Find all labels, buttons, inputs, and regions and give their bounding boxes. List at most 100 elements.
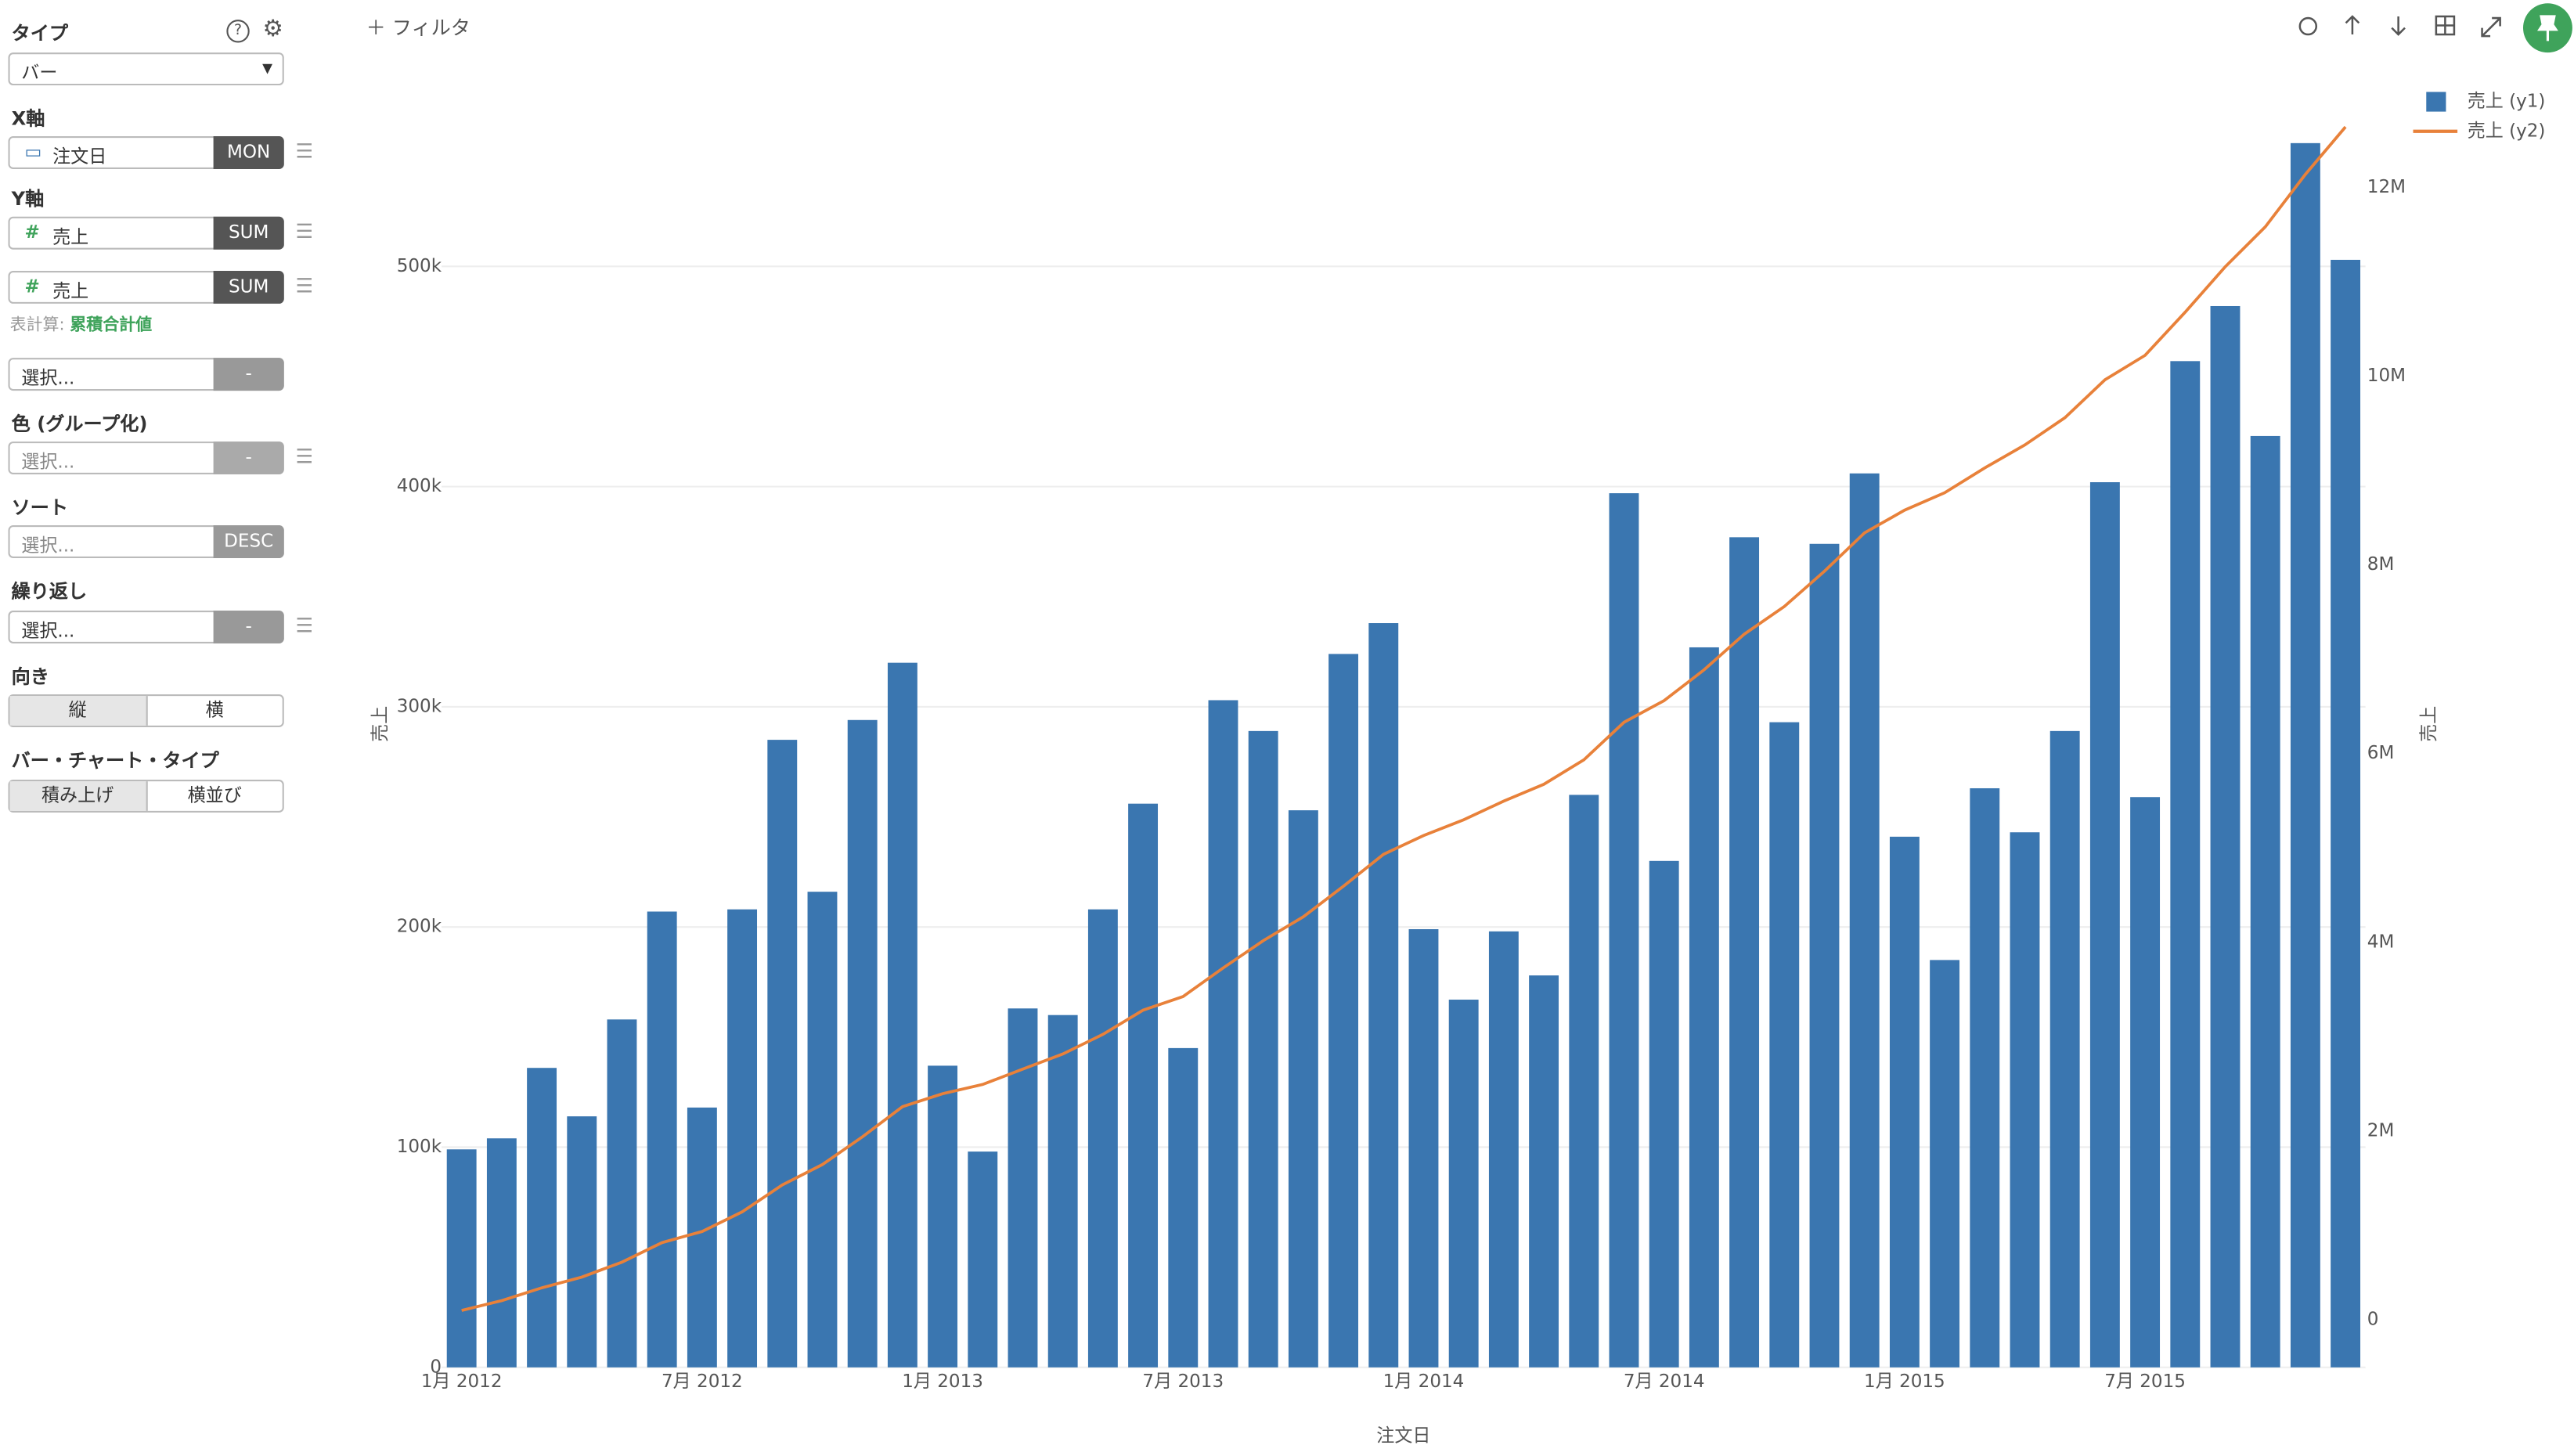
bar — [847, 719, 878, 1368]
y2-tick-label: 2M — [2367, 1120, 2395, 1141]
settings-icon[interactable]: ⚙ — [262, 16, 283, 43]
filter-button[interactable]: ＋ フィルタ — [366, 16, 470, 40]
y2-tick-label: 6M — [2367, 743, 2395, 763]
y-axis-title: 売上 — [370, 706, 391, 742]
y-tick-label: 400k — [397, 476, 442, 496]
x-tick-label: 7月 2014 — [1624, 1371, 1705, 1392]
upload-icon[interactable] — [2345, 15, 2360, 35]
x-tick-label: 7月 2015 — [2104, 1371, 2186, 1392]
orient-toggle: 縦横 — [8, 694, 284, 727]
number-icon: # — [24, 276, 40, 297]
y1-field-name: 売上 — [52, 226, 89, 248]
bar — [2049, 730, 2080, 1368]
bar — [1208, 700, 1238, 1368]
bar — [1368, 623, 1399, 1368]
bar — [567, 1116, 597, 1368]
x-tick-label: 1月 2015 — [1864, 1371, 1945, 1392]
bar — [1729, 537, 1760, 1368]
x-tick-label: 1月 2014 — [1383, 1371, 1465, 1392]
bar — [1328, 654, 1359, 1368]
bar — [486, 1138, 517, 1368]
repeat-select[interactable]: 選択... - — [8, 611, 284, 644]
bartype-side[interactable]: 横並び — [187, 784, 242, 806]
extra-agg[interactable]: - — [213, 358, 284, 391]
bar — [1168, 1047, 1199, 1368]
y-tick-label: 0 — [430, 1357, 442, 1377]
calc: 表計算: 累積合計値 — [10, 310, 153, 335]
bartype-stack[interactable]: 積み上げ — [9, 781, 147, 811]
bar — [1047, 1015, 1078, 1368]
bar — [807, 892, 838, 1368]
bar — [2130, 797, 2161, 1368]
y2-tick-label: 4M — [2367, 932, 2395, 952]
expand-icon[interactable] — [2435, 16, 2501, 38]
bar — [1930, 960, 1960, 1368]
bar — [1809, 543, 1840, 1368]
y2-agg[interactable]: SUM — [213, 270, 284, 304]
bar — [2170, 361, 2201, 1368]
bar — [527, 1068, 557, 1368]
y1-field[interactable]: # 売上 SUM — [8, 216, 284, 250]
y2-tick-label: 12M — [2367, 177, 2406, 197]
bar — [446, 1149, 477, 1368]
bartype-label: バー・チャート・タイプ — [11, 748, 219, 772]
color-placeholder: 選択... — [21, 451, 75, 473]
dropdown-arrow: ▼ — [262, 60, 273, 76]
y2-field[interactable]: # 売上 SUM — [8, 270, 284, 304]
download-icon[interactable] — [2391, 16, 2406, 36]
bar — [1248, 730, 1278, 1368]
bar — [767, 740, 798, 1368]
y-tick-label: 500k — [397, 256, 442, 276]
type-select[interactable]: バー ▼ — [8, 52, 284, 86]
y-tick-label: 200k — [397, 917, 442, 937]
comment-icon[interactable] — [2298, 16, 2318, 36]
bar — [1408, 929, 1439, 1368]
bar — [2010, 832, 2040, 1368]
calc-value[interactable]: 累積合計値 — [70, 316, 153, 335]
x-axis-label: X軸 — [11, 106, 45, 130]
x-tick-label: 1月 2013 — [902, 1371, 983, 1392]
x-tick-label: 1月 2012 — [421, 1371, 503, 1392]
bar — [607, 1019, 637, 1368]
menu-icon[interactable]: ☰ — [295, 445, 314, 468]
bar — [928, 1065, 958, 1368]
x-agg[interactable]: MON — [213, 136, 284, 169]
bar — [1769, 722, 1800, 1368]
bar — [1849, 473, 1880, 1368]
sort-order[interactable]: DESC — [213, 525, 284, 558]
x-field[interactable]: ▭ 注文日 MON — [8, 136, 284, 169]
x-axis-title: 注文日 — [1376, 1425, 1430, 1446]
bar — [1649, 860, 1679, 1368]
type-label: タイプ — [11, 21, 69, 45]
orient-label: 向き — [11, 665, 49, 688]
bar — [1128, 803, 1159, 1368]
bar — [2331, 259, 2361, 1368]
orient-h[interactable]: 横 — [205, 699, 224, 721]
bar — [1448, 1000, 1479, 1368]
menu-icon[interactable]: ☰ — [295, 614, 314, 637]
type-value: バー — [21, 62, 58, 84]
y1-agg[interactable]: SUM — [213, 216, 284, 250]
menu-icon[interactable]: ☰ — [295, 139, 314, 163]
sort-select[interactable]: 選択... DESC — [8, 525, 284, 558]
help-icon[interactable]: ? — [226, 20, 250, 43]
menu-icon[interactable]: ☰ — [295, 274, 314, 297]
menu-icon[interactable]: ☰ — [295, 219, 314, 243]
color-agg[interactable]: - — [213, 441, 284, 475]
repeat-agg[interactable]: - — [213, 611, 284, 644]
bar — [2290, 142, 2320, 1368]
y2-field-name: 売上 — [52, 280, 89, 302]
bar — [968, 1151, 998, 1368]
orient-v[interactable]: 縦 — [9, 696, 147, 726]
bar — [1970, 787, 2000, 1368]
repeat-label: 繰り返し — [11, 579, 88, 603]
color-select[interactable]: 選択... - — [8, 441, 284, 475]
filter-label: フィルタ — [391, 16, 470, 40]
bar — [2089, 482, 2120, 1368]
bar — [1087, 909, 1118, 1368]
calendar-icon: ▭ — [24, 141, 42, 163]
extra-select[interactable]: 選択... - — [8, 358, 284, 391]
x-tick-label: 7月 2013 — [1142, 1371, 1224, 1392]
bar — [2210, 305, 2241, 1368]
